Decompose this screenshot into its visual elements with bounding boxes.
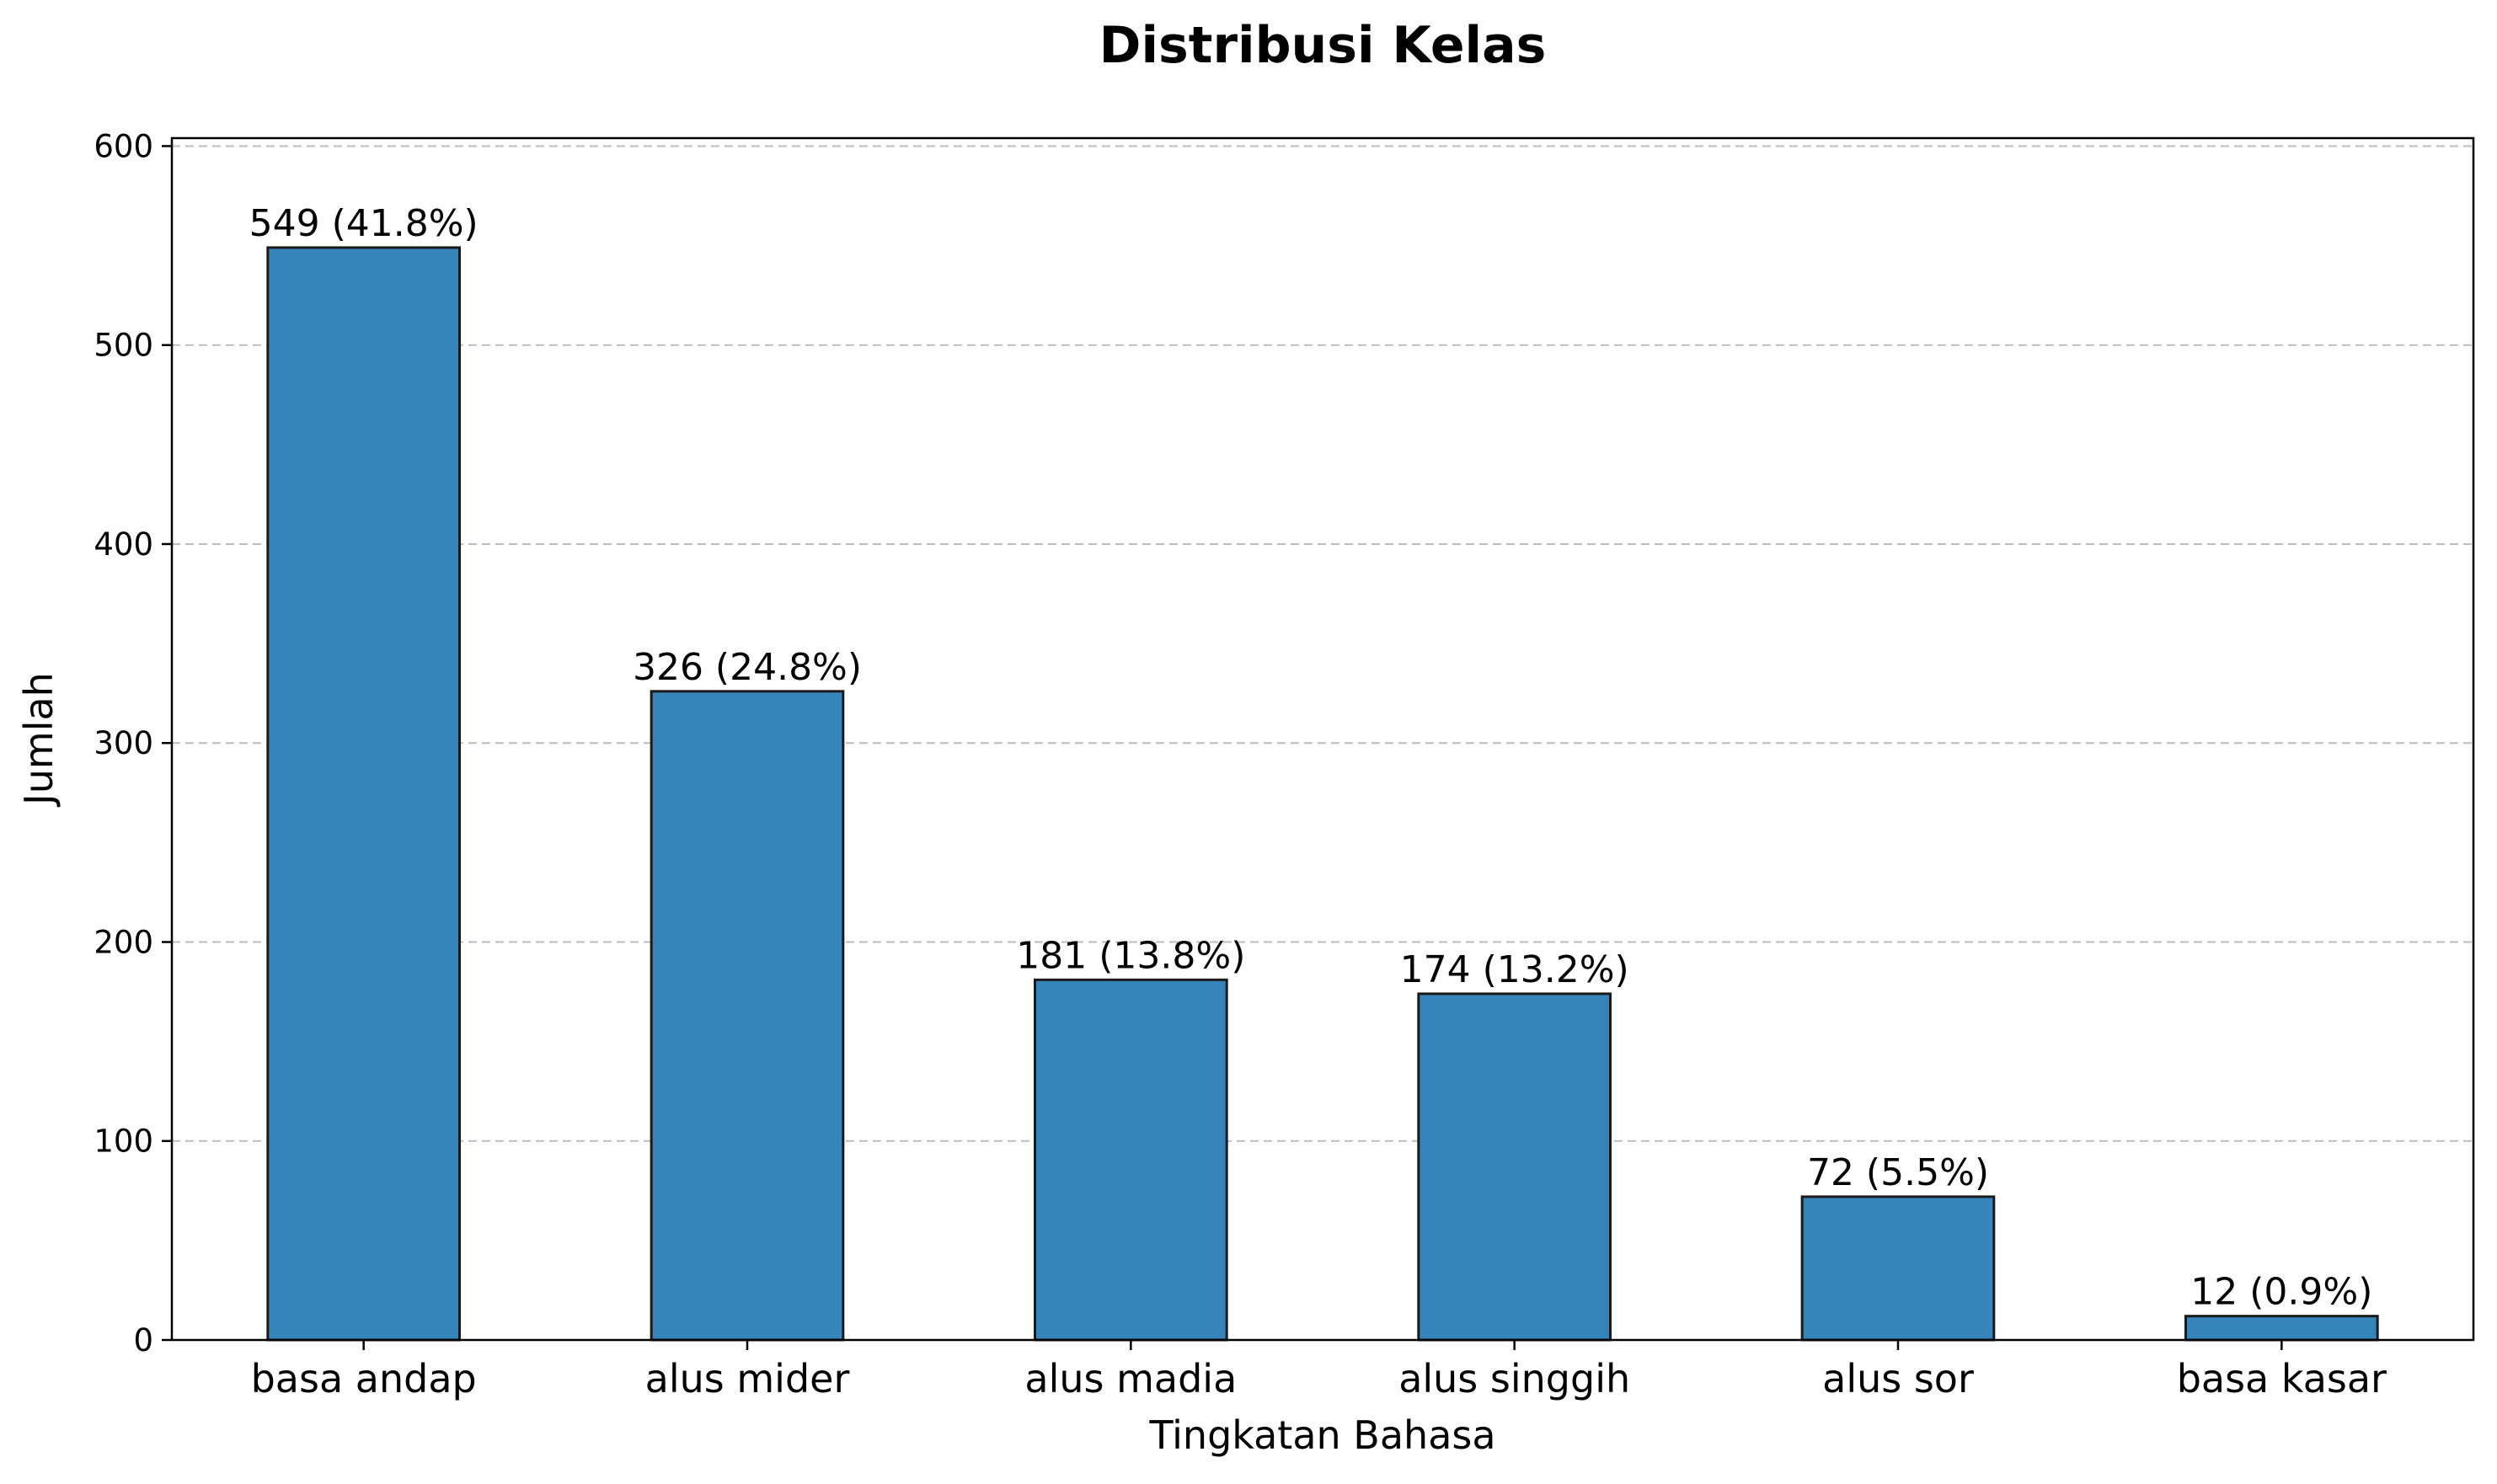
y-tick-label: 200 (94, 924, 153, 960)
data-label: 174 (13.2%) (1400, 948, 1629, 991)
bar (650, 690, 845, 1342)
y-axis-label: Jumlah (16, 672, 61, 808)
chart-title: Distribusi Kelas (1099, 16, 1547, 75)
x-tick-label: basa kasar (2177, 1356, 2387, 1401)
bar (1034, 978, 1228, 1342)
plot-frame (170, 136, 2475, 1342)
grid-lines (172, 145, 2473, 1142)
x-axis-label: Tingkatan Bahasa (1148, 1412, 1495, 1458)
bars (266, 246, 2379, 1342)
y-tick-label: 400 (94, 526, 153, 563)
x-tick-label: alus sor (1822, 1356, 1974, 1401)
bar (1800, 1195, 1996, 1342)
y-tick-label: 500 (94, 328, 153, 364)
bar (2184, 1315, 2379, 1342)
data-label: 549 (41.8%) (249, 202, 479, 245)
data-labels: 549 (41.8%) 326 (24.8%) 181 (13.8%) 174 (13… (249, 202, 2373, 1314)
data-label: 12 (0.9%) (2190, 1271, 2372, 1314)
y-tick-label: 300 (94, 725, 153, 761)
x-tick-label: alus mider (645, 1356, 850, 1401)
x-tick-label: alus madia (1024, 1356, 1237, 1401)
y-tick-label: 100 (94, 1124, 153, 1160)
bar (266, 246, 462, 1342)
bar (1417, 992, 1612, 1342)
data-label: 326 (24.8%) (633, 646, 862, 689)
data-label: 72 (5.5%) (1807, 1151, 1989, 1194)
x-tick-label: basa andap (251, 1356, 477, 1401)
x-tick-label: alus singgih (1398, 1356, 1630, 1401)
data-label: 181 (13.8%) (1016, 934, 1245, 977)
y-tick-label: 600 (94, 128, 153, 164)
y-tick-label: 0 (133, 1322, 153, 1359)
axes: 0 100 200 300 400 500 600 basa andap alus mider a… (94, 128, 2387, 1401)
